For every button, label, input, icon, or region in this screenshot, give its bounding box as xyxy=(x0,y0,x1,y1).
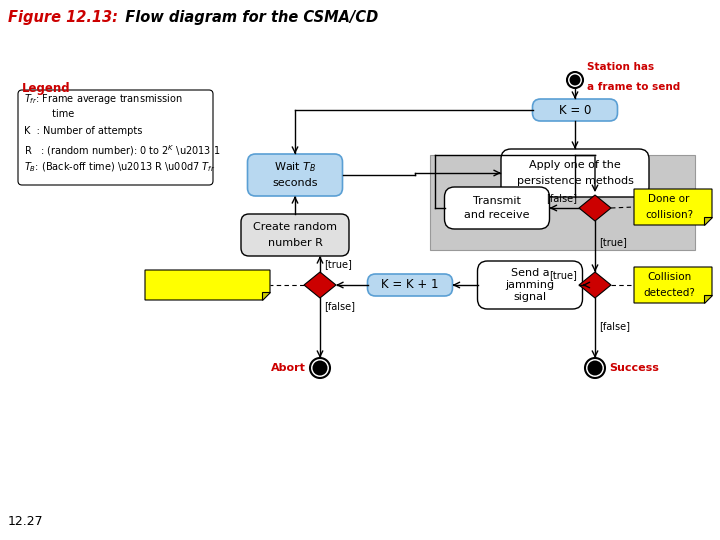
Text: [false]: [false] xyxy=(546,193,577,203)
Text: [true]: [true] xyxy=(324,259,352,269)
Polygon shape xyxy=(634,189,712,225)
Text: Flow diagram for the CSMA/CD: Flow diagram for the CSMA/CD xyxy=(115,10,378,25)
Text: Transmit: Transmit xyxy=(473,196,521,206)
Text: Create random: Create random xyxy=(253,222,337,232)
Text: Success: Success xyxy=(609,363,659,373)
Text: $T_{fr}$: Frame average transmission: $T_{fr}$: Frame average transmission xyxy=(24,92,183,106)
Polygon shape xyxy=(704,295,712,303)
FancyBboxPatch shape xyxy=(248,154,343,196)
Text: Legend: Legend xyxy=(22,82,71,95)
Text: Abort: Abort xyxy=(271,363,306,373)
Text: and receive: and receive xyxy=(464,210,530,220)
Text: time: time xyxy=(24,109,74,119)
Text: R   : (random number): 0 to $2^K$ \u2013 1: R : (random number): 0 to $2^K$ \u2013 1 xyxy=(24,143,220,158)
FancyBboxPatch shape xyxy=(501,149,649,197)
Polygon shape xyxy=(634,267,712,303)
Text: $T_B$: (Back-off time) \u2013 R \u00d7 $T_{fr}$: $T_B$: (Back-off time) \u2013 R \u00d7 $… xyxy=(24,160,215,173)
Text: signal: signal xyxy=(513,292,546,302)
Text: Done or: Done or xyxy=(648,194,690,204)
Text: Apply one of the: Apply one of the xyxy=(529,160,621,170)
FancyBboxPatch shape xyxy=(444,187,549,229)
Polygon shape xyxy=(704,217,712,225)
Text: K  : Number of attempts: K : Number of attempts xyxy=(24,126,143,136)
Text: Station has: Station has xyxy=(587,62,654,72)
Text: number R: number R xyxy=(268,238,323,248)
Circle shape xyxy=(588,361,603,375)
Text: collision?: collision? xyxy=(645,210,693,220)
Bar xyxy=(430,155,695,250)
Circle shape xyxy=(312,361,328,375)
Polygon shape xyxy=(304,272,336,298)
Text: Collision: Collision xyxy=(647,272,691,282)
Text: [true]: [true] xyxy=(599,238,627,247)
Text: K = K + 1: K = K + 1 xyxy=(382,279,438,292)
Text: 12.27: 12.27 xyxy=(8,515,44,528)
Text: Send a: Send a xyxy=(510,268,549,278)
Circle shape xyxy=(570,75,580,85)
Text: persistence methods: persistence methods xyxy=(516,176,634,186)
Text: [true]: [true] xyxy=(549,270,577,280)
FancyBboxPatch shape xyxy=(367,274,452,296)
Polygon shape xyxy=(579,272,611,298)
Text: [false]: [false] xyxy=(324,301,355,311)
Circle shape xyxy=(310,358,330,378)
Polygon shape xyxy=(145,270,270,300)
Text: jamming: jamming xyxy=(505,280,554,290)
FancyBboxPatch shape xyxy=(241,214,349,256)
Circle shape xyxy=(567,72,583,88)
Text: [false]: [false] xyxy=(599,321,630,332)
Polygon shape xyxy=(262,292,270,300)
Text: seconds: seconds xyxy=(272,178,318,188)
Text: Wait $T_B$: Wait $T_B$ xyxy=(274,160,316,174)
Text: K = 0: K = 0 xyxy=(559,104,591,117)
Polygon shape xyxy=(579,195,611,221)
Text: Figure 12.13:: Figure 12.13: xyxy=(8,10,118,25)
Circle shape xyxy=(585,358,605,378)
Text: a frame to send: a frame to send xyxy=(587,82,680,92)
FancyBboxPatch shape xyxy=(18,90,213,185)
FancyBboxPatch shape xyxy=(477,261,582,309)
Text: detected?: detected? xyxy=(643,288,695,298)
FancyBboxPatch shape xyxy=(533,99,618,121)
